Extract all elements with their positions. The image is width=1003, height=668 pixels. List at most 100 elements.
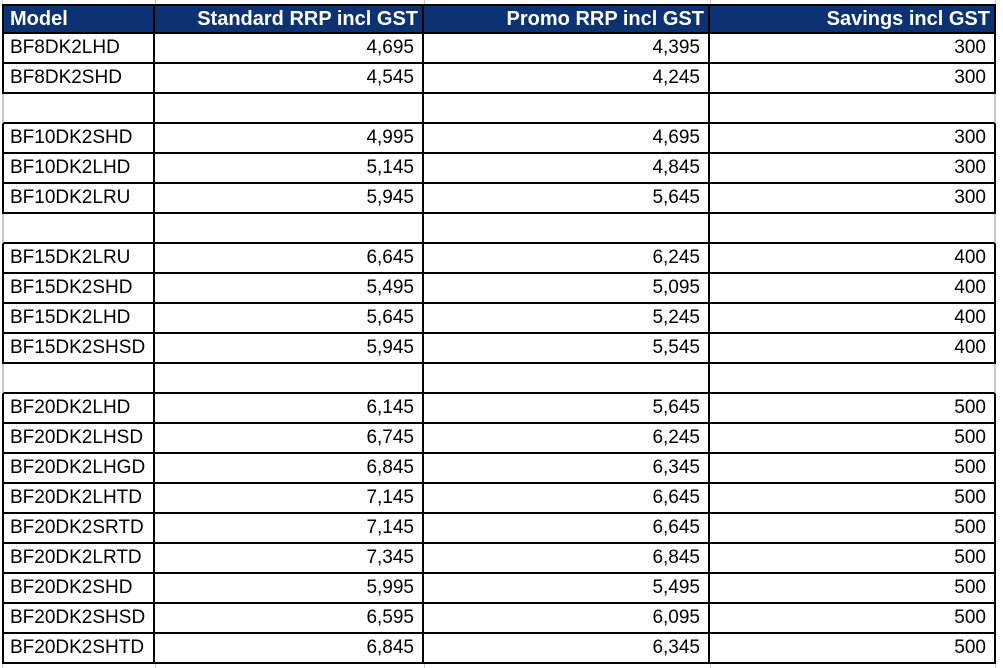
cell-model[interactable]: BF10DK2SHD [2, 124, 155, 154]
column-header-model[interactable]: Model [2, 4, 155, 34]
cell-promo[interactable]: 6,845 [424, 544, 710, 574]
cell-standard[interactable]: 5,145 [155, 154, 424, 184]
cell-model[interactable]: BF15DK2LRU [2, 244, 155, 274]
cell-savings[interactable]: 300 [710, 184, 996, 214]
gridline-stub [2, 0, 3, 4]
cell-promo[interactable]: 5,245 [424, 304, 710, 334]
cell-savings[interactable]: 300 [710, 154, 996, 184]
cell-promo[interactable]: 6,345 [424, 634, 710, 664]
empty-cell[interactable] [155, 364, 424, 394]
cell-standard[interactable]: 7,345 [155, 544, 424, 574]
cell-savings[interactable]: 500 [710, 634, 996, 664]
cell-model[interactable]: BF20DK2LHSD [2, 424, 155, 454]
cell-model[interactable]: BF20DK2SHTD [2, 634, 155, 664]
cell-model[interactable]: BF20DK2LRTD [2, 544, 155, 574]
cell-savings[interactable]: 300 [710, 124, 996, 154]
gridline-stub [424, 0, 425, 4]
cell-promo[interactable]: 6,245 [424, 424, 710, 454]
cell-promo[interactable]: 6,095 [424, 604, 710, 634]
cell-model[interactable]: BF15DK2LHD [2, 304, 155, 334]
cell-savings[interactable]: 400 [710, 274, 996, 304]
cell-savings[interactable]: 500 [710, 574, 996, 604]
table-row: BF15DK2LRU 6,645 6,245 400 [2, 244, 996, 274]
column-header-savings[interactable]: Savings incl GST [710, 4, 996, 34]
cell-standard[interactable]: 5,645 [155, 304, 424, 334]
cell-standard[interactable]: 6,595 [155, 604, 424, 634]
cell-promo[interactable]: 6,245 [424, 244, 710, 274]
cell-promo[interactable]: 6,345 [424, 454, 710, 484]
header-row: Model Standard RRP incl GST Promo RRP incl… [2, 4, 996, 34]
cell-savings[interactable]: 500 [710, 454, 996, 484]
column-header-promo[interactable]: Promo RRP incl GST [424, 4, 710, 34]
cell-model[interactable]: BF20DK2LHD [2, 394, 155, 424]
cell-standard[interactable]: 7,145 [155, 514, 424, 544]
cell-standard[interactable]: 7,145 [155, 484, 424, 514]
cell-savings[interactable]: 400 [710, 334, 996, 364]
cell-model[interactable]: BF20DK2SHSD [2, 604, 155, 634]
cell-standard[interactable]: 4,695 [155, 34, 424, 64]
empty-cell[interactable] [2, 214, 155, 244]
cell-promo[interactable]: 6,645 [424, 514, 710, 544]
cell-promo[interactable]: 5,495 [424, 574, 710, 604]
table-row: BF10DK2SHD 4,995 4,695 300 [2, 124, 996, 154]
cell-model[interactable]: BF20DK2SHD [2, 574, 155, 604]
table-row: BF15DK2SHD 5,495 5,095 400 [2, 274, 996, 304]
cell-savings[interactable]: 500 [710, 604, 996, 634]
column-header-standard[interactable]: Standard RRP incl GST [155, 4, 424, 34]
cell-promo[interactable]: 5,545 [424, 334, 710, 364]
cell-savings[interactable]: 500 [710, 394, 996, 424]
cell-model[interactable]: BF15DK2SHSD [2, 334, 155, 364]
empty-cell[interactable] [155, 94, 424, 124]
empty-cell[interactable] [2, 364, 155, 394]
cell-promo[interactable]: 4,695 [424, 124, 710, 154]
cell-promo[interactable]: 4,395 [424, 34, 710, 64]
cell-standard[interactable]: 6,645 [155, 244, 424, 274]
empty-cell[interactable] [710, 214, 996, 244]
cell-promo[interactable]: 4,845 [424, 154, 710, 184]
empty-cell[interactable] [2, 94, 155, 124]
cell-savings[interactable]: 300 [710, 34, 996, 64]
empty-cell[interactable] [424, 214, 710, 244]
cell-standard[interactable]: 5,945 [155, 184, 424, 214]
cell-model[interactable]: BF10DK2LRU [2, 184, 155, 214]
cell-standard[interactable]: 5,945 [155, 334, 424, 364]
cell-standard[interactable]: 5,495 [155, 274, 424, 304]
cell-promo[interactable]: 5,095 [424, 274, 710, 304]
gridline-stub [710, 664, 711, 668]
cell-model[interactable]: BF20DK2LHTD [2, 484, 155, 514]
empty-cell[interactable] [710, 364, 996, 394]
cell-model[interactable]: BF20DK2LHGD [2, 454, 155, 484]
cell-model[interactable]: BF15DK2SHD [2, 274, 155, 304]
empty-cell[interactable] [155, 214, 424, 244]
cell-model[interactable]: BF8DK2SHD [2, 64, 155, 94]
cell-standard[interactable]: 6,845 [155, 454, 424, 484]
cell-savings[interactable]: 500 [710, 484, 996, 514]
cell-standard[interactable]: 6,145 [155, 394, 424, 424]
cell-standard[interactable]: 4,545 [155, 64, 424, 94]
empty-cell[interactable] [710, 94, 996, 124]
cell-promo[interactable]: 5,645 [424, 394, 710, 424]
cell-savings[interactable]: 300 [710, 64, 996, 94]
cell-savings[interactable]: 400 [710, 304, 996, 334]
cell-standard[interactable]: 4,995 [155, 124, 424, 154]
table-row: BF20DK2SRTD 7,145 6,645 500 [2, 514, 996, 544]
cell-savings[interactable]: 500 [710, 424, 996, 454]
empty-cell[interactable] [424, 94, 710, 124]
gridline-stub [2, 664, 3, 668]
empty-cell[interactable] [424, 364, 710, 394]
table-row: BF15DK2SHSD 5,945 5,545 400 [2, 334, 996, 364]
cell-savings[interactable]: 500 [710, 514, 996, 544]
cell-savings[interactable]: 500 [710, 544, 996, 574]
cell-promo[interactable]: 5,645 [424, 184, 710, 214]
cell-promo[interactable]: 4,245 [424, 64, 710, 94]
cell-promo[interactable]: 6,645 [424, 484, 710, 514]
cell-standard[interactable]: 6,845 [155, 634, 424, 664]
price-table-body: BF8DK2LHD 4,695 4,395 300 BF8DK2SHD 4,545 4,24… [2, 34, 996, 664]
cell-standard[interactable]: 6,745 [155, 424, 424, 454]
cell-model[interactable]: BF10DK2LHD [2, 154, 155, 184]
cell-standard[interactable]: 5,995 [155, 574, 424, 604]
gridline-stub [155, 664, 156, 668]
cell-model[interactable]: BF20DK2SRTD [2, 514, 155, 544]
cell-savings[interactable]: 400 [710, 244, 996, 274]
cell-model[interactable]: BF8DK2LHD [2, 34, 155, 64]
